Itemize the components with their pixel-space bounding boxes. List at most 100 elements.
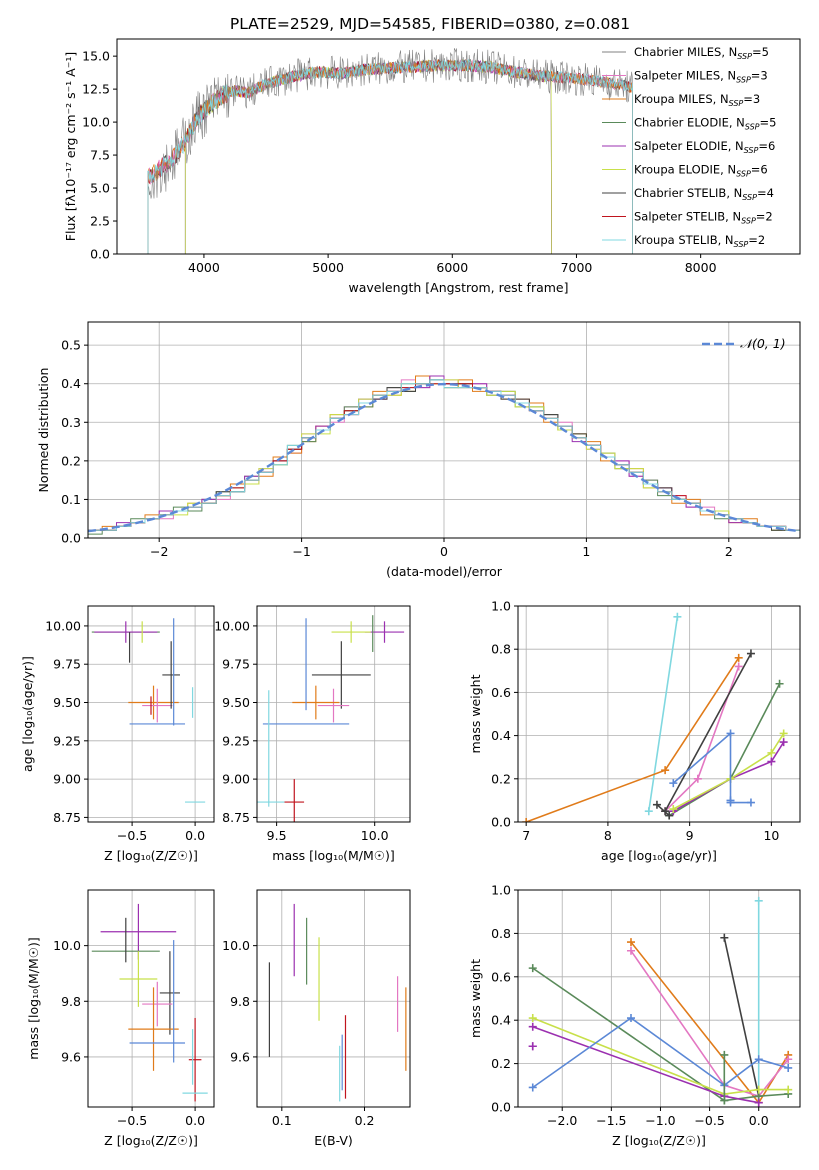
y-tick-label: 1.0 [491, 599, 511, 614]
legend-label-subscript: SSP [736, 76, 751, 85]
y-tick-label: 9.25 [222, 733, 250, 748]
y-tick-label: 10.0 [53, 938, 81, 953]
legend-label-text: Kroupa STELIB, N [634, 233, 734, 247]
y-tick-label: 0.0 [61, 531, 81, 546]
x-axis-label: age [log₁₀(age/yr)] [601, 848, 717, 863]
y-tick-label: 0.4 [61, 376, 81, 391]
y-tick-label: 8.75 [222, 810, 250, 825]
residuals-plot-area [88, 375, 800, 535]
legend-label: Kroupa ELODIE, NSSP=6 [634, 163, 768, 179]
x-tick-label: 8 [604, 828, 612, 843]
legend-label-tail: =2 [756, 210, 773, 224]
y-tick-label: 0.0 [491, 1100, 511, 1115]
y-tick-label: 0.0 [90, 247, 110, 262]
y-tick-label: 9.6 [230, 1049, 250, 1064]
ebv-plot-area [268, 903, 407, 1102]
normal-reference-curve [88, 382, 800, 533]
weight-marker [767, 757, 776, 766]
legend-label-text: Kroupa MILES, N [634, 92, 729, 106]
weight_vs_age-panel: 7 8 9 10 0.0 0.2 0.4 0.6 0.8 1.0 age [log₁₀(age/yr… [468, 599, 801, 863]
weight-marker [779, 729, 788, 738]
legend-label: Chabrier STELIB, NSSP=4 [634, 186, 774, 202]
y-tick-label: 9.00 [53, 772, 81, 787]
y-tick-label: 2.5 [90, 214, 110, 229]
x-tick-label: 2 [725, 544, 733, 559]
figure-title: PLATE=2529, MJD=54585, FIBERID=0380, z=0… [230, 15, 630, 33]
weight-marker [767, 748, 776, 757]
axes-frame [87, 605, 215, 823]
weight-marker [784, 1063, 793, 1072]
legend-label-text: Kroupa ELODIE, N [634, 163, 736, 177]
x-tick-label: 9 [686, 828, 694, 843]
y-tick-label: 15.0 [82, 49, 110, 64]
legend-label-tail: =3 [751, 69, 768, 83]
x-tick-label: 6000 [436, 260, 468, 275]
y-tick-label: 9.8 [61, 994, 81, 1009]
legend-label-tail: =6 [751, 163, 768, 177]
y-tick-label: 0.0 [491, 815, 511, 830]
residual-histogram-step [88, 379, 800, 531]
mass_vs_z-plot-area [91, 903, 208, 1102]
weight-series-line [532, 1017, 789, 1095]
x-tick-label: −0.5 [117, 1113, 147, 1128]
legend-label-subscript: SSP [737, 52, 752, 61]
weight-marker [779, 738, 788, 747]
weight-marker [746, 798, 755, 807]
legend-label: Salpeter ELODIE, NSSP=6 [634, 139, 775, 155]
legend-label: Kroupa STELIB, NSSP=2 [634, 233, 765, 249]
weight-marker [669, 779, 678, 788]
age_vs_mass-plot-area [257, 615, 405, 822]
weight_vs_z-plot-area [528, 896, 793, 1107]
x-tick-label: −2.0 [547, 1113, 577, 1128]
weight-marker [528, 1022, 537, 1031]
x-tick-label: 0.1 [272, 1113, 292, 1128]
weight-marker [693, 774, 702, 783]
y-tick-label: 0.1 [61, 492, 81, 507]
x-tick-label: 0 [440, 544, 448, 559]
y-tick-label: 9.75 [222, 657, 250, 672]
weight-marker [528, 1042, 537, 1051]
y-tick-label: 9.00 [222, 772, 250, 787]
axes-frame [517, 889, 801, 1108]
axes-frame [517, 605, 801, 823]
legend-label-tail: =5 [752, 45, 769, 59]
weight-series-line [672, 732, 785, 810]
x-tick-label: −0.5 [694, 1113, 724, 1128]
legend-label-subscript: SSP [742, 193, 757, 202]
legend-label-tail: =6 [758, 139, 775, 153]
weight-marker [644, 807, 653, 816]
x-tick-label: 10 [763, 828, 779, 843]
spectrum-series-line [147, 58, 633, 254]
x-tick-label: −1.0 [645, 1113, 675, 1128]
legend-label: 𝒩(0, 1) [740, 336, 786, 351]
legend-label-text: Salpeter ELODIE, N [634, 139, 744, 153]
weight-marker [754, 1055, 763, 1064]
y-tick-label: 0.6 [491, 685, 511, 700]
weight-marker [528, 964, 537, 973]
legend-label-text: Salpeter STELIB, N [634, 210, 741, 224]
legend-label-text: Chabrier MILES, N [634, 45, 737, 59]
legend-label: Kroupa MILES, NSSP=3 [634, 92, 760, 108]
x-axis-label: E(B-V) [314, 1133, 353, 1148]
weight-series-line [525, 657, 740, 822]
weight-marker [626, 946, 635, 955]
y-tick-label: 0.4 [491, 728, 511, 743]
x-tick-label: 8000 [685, 260, 717, 275]
axes-frame [87, 889, 215, 1108]
weight-marker [726, 729, 735, 738]
weight-marker [754, 896, 763, 905]
y-tick-label: 9.75 [53, 657, 81, 672]
axes-frame [256, 605, 411, 823]
x-tick-label: −1 [292, 544, 310, 559]
legend-label-tail: =2 [748, 233, 765, 247]
y-axis-label: age [log₁₀(age/yr)] [20, 656, 35, 772]
y-tick-label: 10.0 [222, 938, 250, 953]
legend-label-subscript: SSP [745, 123, 760, 132]
weight-marker [652, 800, 661, 809]
weight-marker [626, 1014, 635, 1023]
weight-series-line [664, 653, 752, 812]
x-tick-label: 4000 [188, 260, 220, 275]
age_vs_z-panel: −0.5 0.0 8.75 9.00 9.25 9.50 9.75 10.00 Z [log₁₀… [20, 605, 215, 863]
y-axis-label: mass weight [468, 959, 483, 1038]
